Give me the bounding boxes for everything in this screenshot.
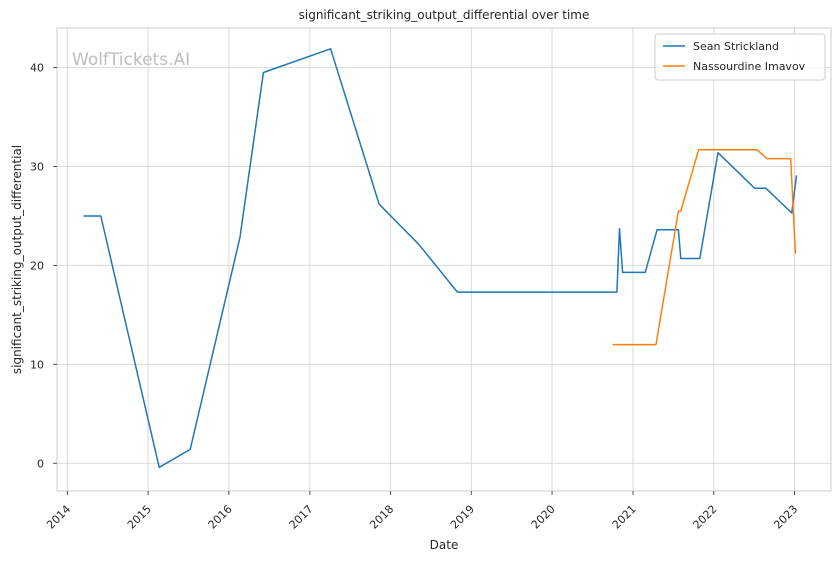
y-tick-label: 10: [30, 358, 44, 371]
y-axis-label: significant_striking_output_differential: [10, 145, 24, 374]
y-tick-label: 30: [30, 161, 44, 174]
y-tick-label: 0: [37, 457, 44, 470]
legend: Sean Strickland Nassourdine Imavov: [654, 33, 826, 81]
y-axis-ticks: 0 10 20 30 40: [30, 62, 57, 470]
plot-frame: [56, 27, 832, 492]
legend-label: Nassourdine Imavov: [693, 60, 806, 73]
series-lines: [83, 48, 798, 469]
y-tick-label: 40: [30, 62, 44, 75]
y-tick-label: 20: [30, 259, 44, 272]
chart-title: significant_striking_output_differential…: [299, 8, 590, 22]
watermark: WolfTickets.AI: [72, 50, 190, 70]
series-line-2: [612, 148, 797, 346]
grid: [57, 28, 831, 491]
x-axis-label: Date: [430, 538, 459, 552]
series-line-1: [83, 48, 798, 469]
legend-box: [654, 33, 826, 81]
legend-label: Sean Strickland: [693, 40, 779, 53]
